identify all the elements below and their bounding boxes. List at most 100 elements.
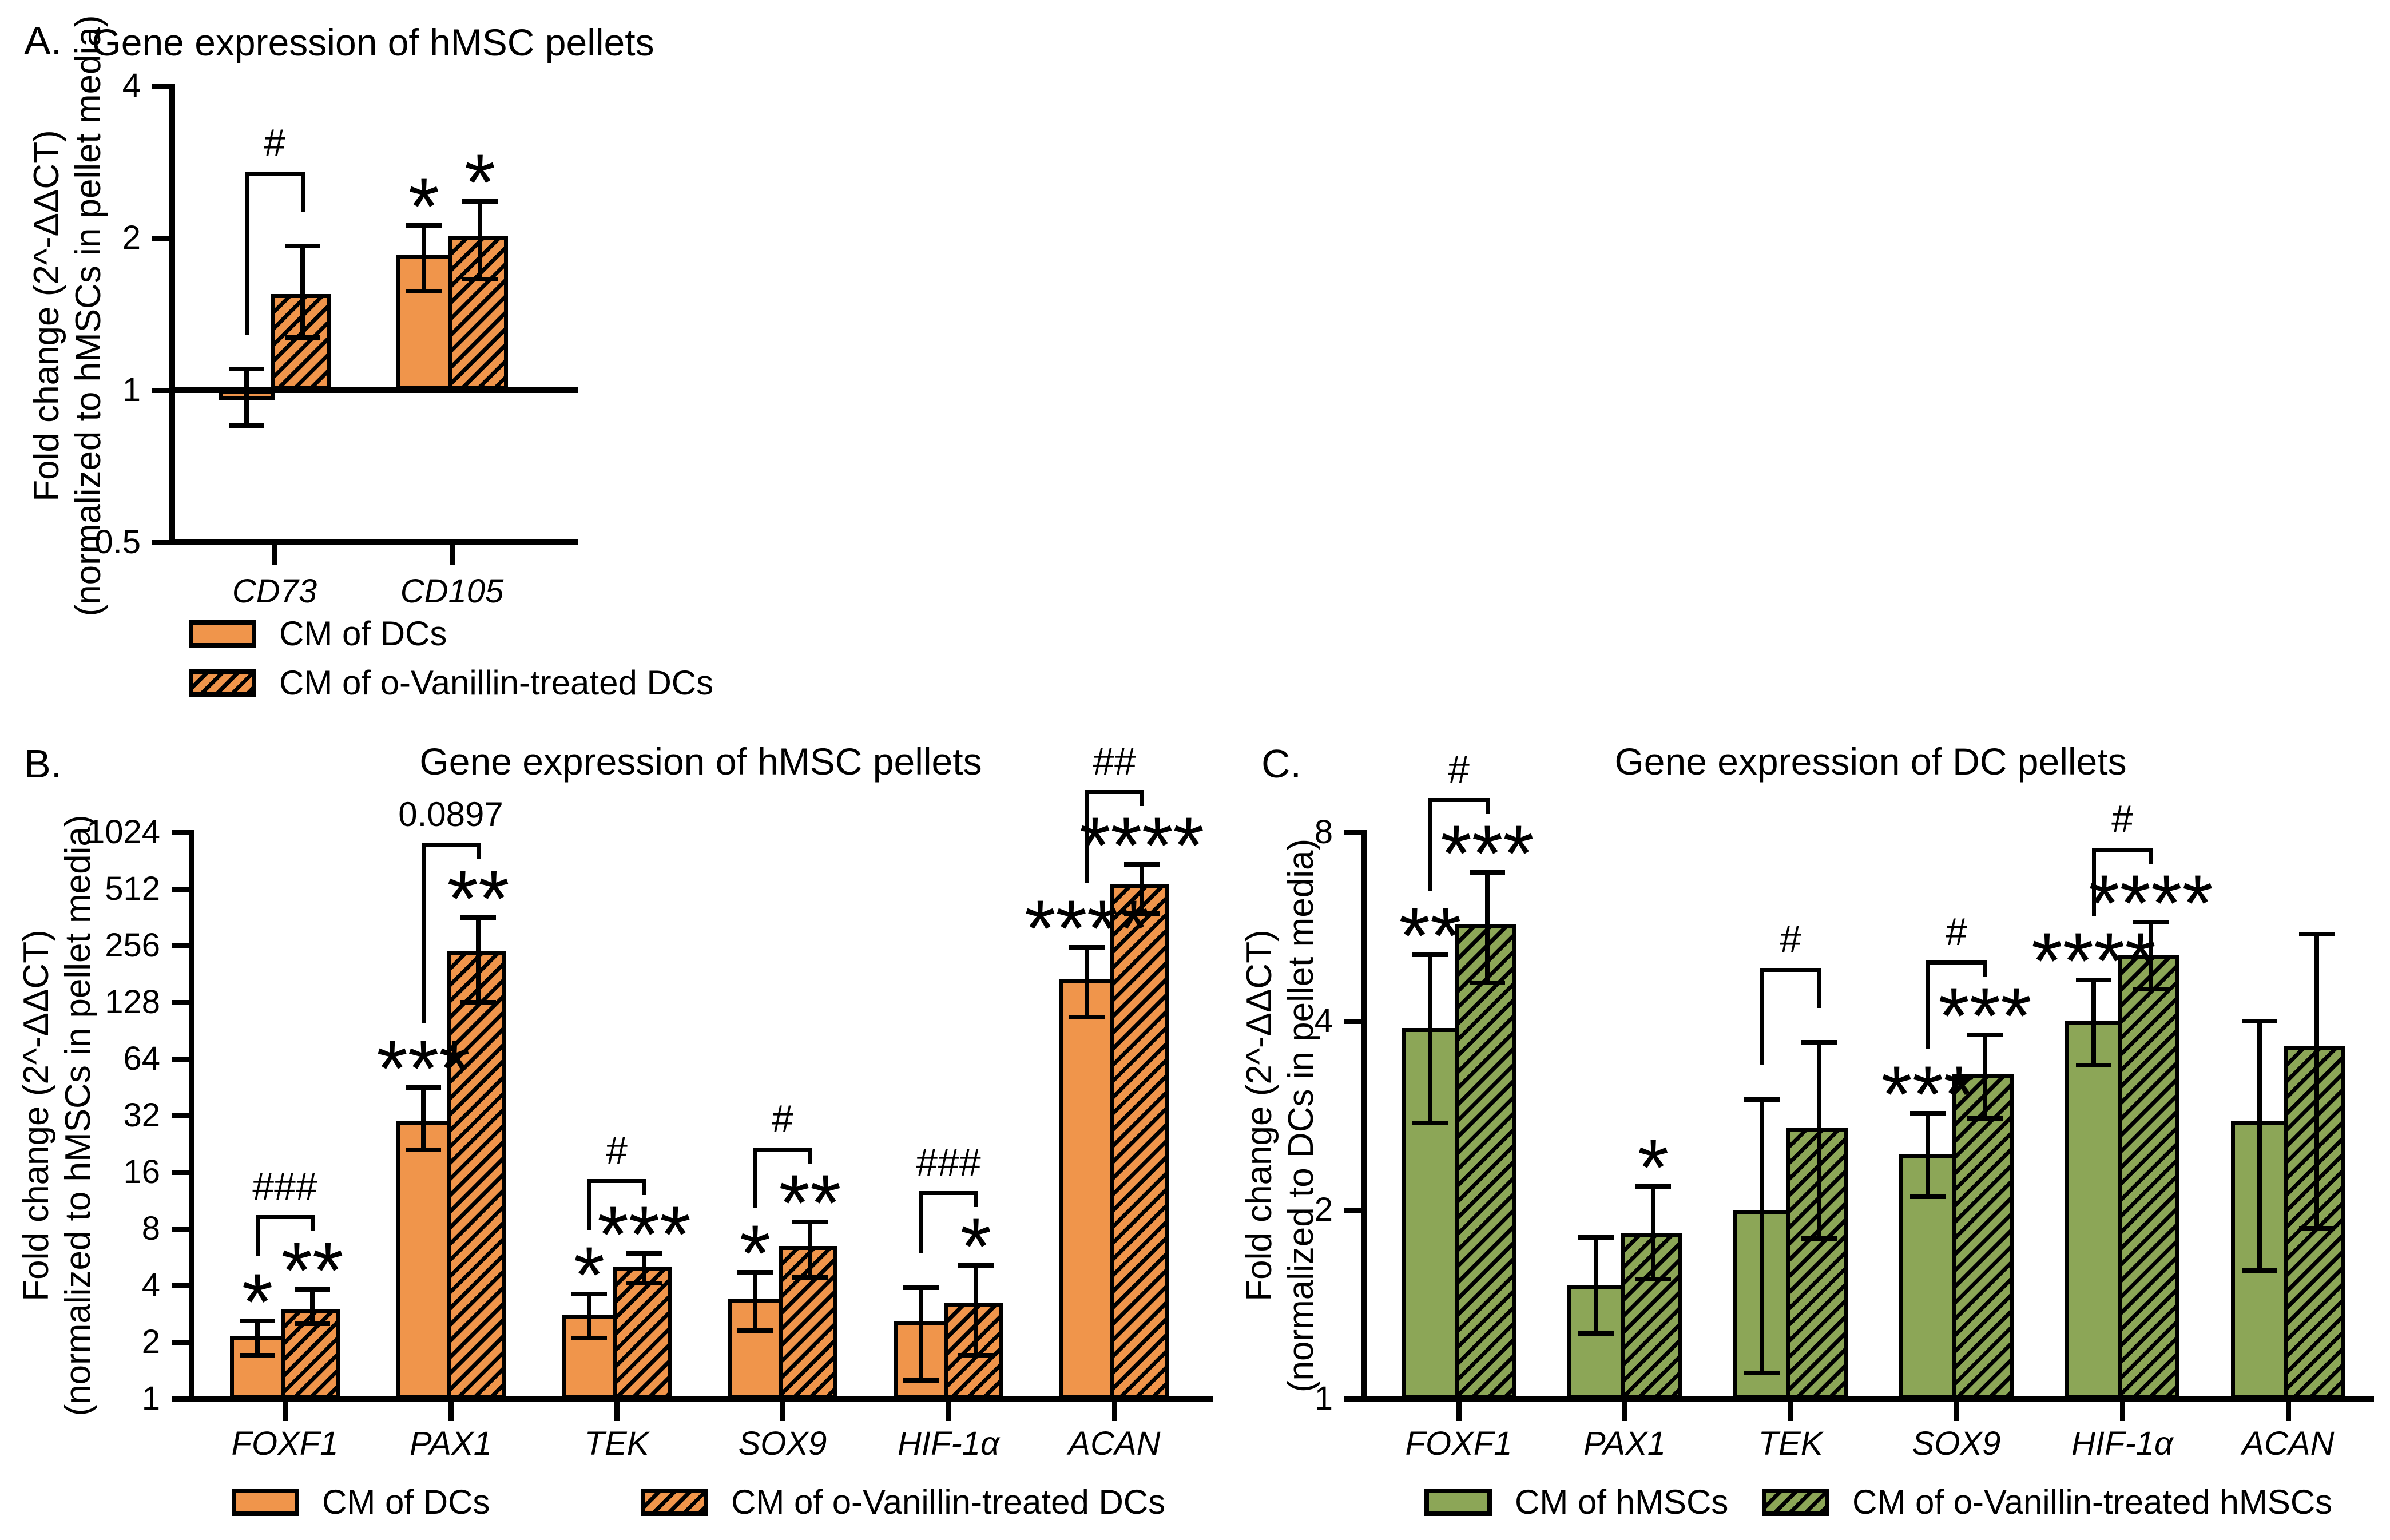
- error-bar-cap-bottom: [2242, 1268, 2277, 1273]
- x-tick: [283, 1402, 288, 1421]
- comparison-bracket-top: [245, 172, 305, 176]
- legend-label: CM of o-Vanillin-treated DCs: [731, 1483, 1166, 1521]
- error-bar-cap-bottom: [406, 1148, 441, 1152]
- y-tick: [152, 540, 169, 545]
- category-label: HIF-1α: [2071, 1425, 2174, 1462]
- y-tick-label: 8: [141, 1210, 160, 1247]
- error-bar-cap-top: [460, 915, 496, 920]
- y-axis-line: [169, 84, 175, 545]
- x-tick: [1112, 1402, 1117, 1421]
- significance-stars: **: [1399, 891, 1462, 981]
- significance-stars: ***: [1881, 1049, 1975, 1139]
- x-tick: [448, 1402, 454, 1421]
- comparison-bracket-top: [1760, 968, 1821, 972]
- category-label: ACAN: [1068, 1425, 1161, 1462]
- comparison-bracket-right-leg: [2149, 848, 2153, 864]
- significance-stars: ***: [597, 1189, 691, 1279]
- y-tick: [172, 1283, 189, 1288]
- error-bar-cap-top: [462, 199, 498, 204]
- comparison-bracket-top: [256, 1215, 315, 1219]
- error-bar-cap-bottom: [1578, 1331, 1614, 1336]
- category-label: ACAN: [2242, 1425, 2335, 1462]
- error-bar-line: [1926, 1113, 1930, 1196]
- error-bar-cap-top: [229, 367, 264, 371]
- error-bar-cap-top: [406, 223, 442, 228]
- y-tick: [172, 887, 189, 892]
- y-tick: [1344, 1208, 1361, 1213]
- error-bar-cap-top: [1069, 945, 1105, 950]
- error-bar-cap-top: [903, 1285, 939, 1290]
- error-bar-cap-top: [1744, 1097, 1780, 1102]
- x-axis-line: [1361, 1396, 2374, 1402]
- error-bar-cap-bottom: [406, 289, 442, 293]
- legend-swatch-hatched-orange: [641, 1489, 708, 1516]
- comparison-bracket-left-leg: [753, 1148, 757, 1208]
- comparison-bracket-right-leg: [1140, 790, 1144, 806]
- category-label: CD73: [232, 573, 317, 610]
- legend-swatch-solid-orange: [189, 620, 256, 648]
- error-bar-line: [974, 1265, 978, 1355]
- error-bar-line: [1428, 955, 1432, 1123]
- y-tick-label: 2: [122, 219, 141, 256]
- comparison-bracket-top: [2092, 848, 2153, 852]
- y-tick: [152, 388, 169, 393]
- legend-label: CM of o-Vanillin-treated hMSCs: [1852, 1483, 2333, 1521]
- error-bar-cap-bottom: [792, 1275, 828, 1280]
- legend-label: CM of DCs: [279, 614, 447, 653]
- significance-stars: *: [241, 1257, 273, 1347]
- comparison-bracket-left-leg: [2092, 848, 2096, 916]
- comparison-bracket-right-leg: [642, 1179, 646, 1195]
- x-tick: [1456, 1402, 1462, 1421]
- error-bar-cap-bottom: [2299, 1226, 2335, 1231]
- comparison-bracket-right-leg: [311, 1215, 315, 1231]
- hash-significance-label: #: [1946, 910, 1967, 954]
- error-bar-cap-bottom: [229, 423, 264, 428]
- hash-significance-label: #: [606, 1129, 628, 1172]
- y-tick: [1344, 1396, 1361, 1402]
- p-value-label: 0.0897: [398, 795, 503, 833]
- legend-swatch-solid-orange: [232, 1489, 299, 1516]
- legend-item-cm-of-dcs: CM of DCs: [232, 1485, 490, 1519]
- category-label: SOX9: [738, 1425, 827, 1462]
- bar-hatched-FOXF1: [1455, 924, 1516, 1399]
- error-bar-cap-top: [1470, 870, 1505, 875]
- bar-solid-ACAN: [1059, 979, 1114, 1399]
- error-bar-cap-bottom: [737, 1328, 773, 1333]
- y-axis-label-line1: Fold change (2^-ΔΔCT): [26, 130, 66, 502]
- comparison-bracket-right-leg: [1817, 968, 1821, 1008]
- y-tick-label: 2: [141, 1323, 160, 1360]
- panel-c-letter: C.: [1261, 741, 1301, 786]
- error-bar-cap-bottom: [1069, 1015, 1105, 1019]
- error-bar-cap-bottom: [626, 1281, 662, 1285]
- y-tick-label: 4: [141, 1267, 160, 1304]
- x-tick: [614, 1402, 620, 1421]
- significance-stars: ****: [2089, 858, 2213, 948]
- category-label: FOXF1: [231, 1425, 339, 1462]
- comparison-bracket-right-leg: [808, 1148, 812, 1164]
- y-tick-label: 1: [1314, 1380, 1333, 1417]
- category-label: CD105: [400, 573, 504, 610]
- x-axis-line: [189, 1396, 1213, 1402]
- error-bar-cap-top: [571, 1292, 607, 1296]
- error-bar-line: [2149, 922, 2153, 989]
- comparison-bracket-left-leg: [919, 1191, 923, 1253]
- legend-item-cm-of-hmscs: CM of hMSCs: [1424, 1485, 1728, 1519]
- comparison-bracket-top: [1926, 960, 1987, 965]
- error-bar-cap-top: [1578, 1235, 1614, 1240]
- y-tick: [1344, 1019, 1361, 1024]
- y-tick: [172, 830, 189, 835]
- error-bar-cap-bottom: [1910, 1194, 1946, 1199]
- error-bar-cap-bottom: [240, 1353, 275, 1358]
- error-bar-line: [1485, 872, 1490, 983]
- error-bar-cap-top: [2242, 1019, 2277, 1023]
- x-tick: [2120, 1402, 2125, 1421]
- panel-a-title: Gene expression of hMSC pellets: [92, 21, 654, 63]
- y-axis-line: [1361, 830, 1367, 1401]
- error-bar-cap-top: [626, 1251, 662, 1256]
- y-tick: [172, 1396, 189, 1402]
- baseline-at-1: [169, 387, 578, 393]
- significance-stars: *: [960, 1201, 992, 1291]
- significance-stars: *: [1637, 1122, 1669, 1212]
- error-bar-cap-top: [1635, 1184, 1671, 1189]
- error-bar-line: [587, 1294, 591, 1338]
